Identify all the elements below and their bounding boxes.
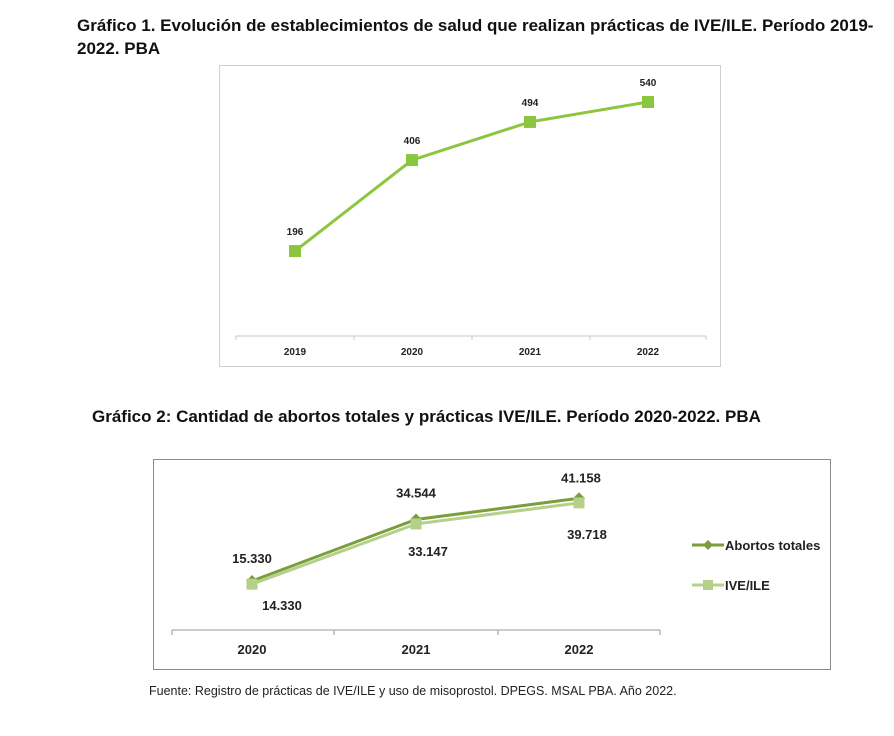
chart1-title: Gráfico 1. Evolución de establecimientos…	[77, 16, 874, 58]
chart1-x-tick-label: 2020	[401, 347, 424, 358]
chart2-abortos-data-label: 15.330	[232, 551, 272, 566]
chart2-ive-point	[573, 497, 585, 509]
chart2-x-tick-label: 2020	[238, 642, 267, 657]
chart1-data-label: 406	[404, 136, 421, 147]
legend-ive-marker	[703, 580, 713, 590]
chart1-data-label: 540	[640, 78, 657, 89]
chart2-abortos-data-label: 41.158	[561, 470, 601, 485]
chart1-point	[524, 115, 536, 128]
chart1-data-label: 494	[522, 98, 539, 109]
chart1-x-tick-label: 2021	[519, 347, 542, 358]
chart2-ive-point	[410, 518, 422, 530]
legend-abortos-label: Abortos totales	[725, 538, 820, 553]
source-note: Fuente: Registro de prácticas de IVE/ILE…	[149, 684, 677, 698]
chart1-data-label: 196	[287, 227, 304, 238]
chart1-svg: 196 406 494 540 2019 2020 2021 2022	[235, 78, 707, 358]
chart1-x-tick-label: 2019	[284, 347, 307, 358]
legend-abortos-marker	[703, 540, 713, 550]
chart1-frame: 196 406 494 540 2019 2020 2021 2022	[219, 65, 721, 367]
chart2-abortos-data-label: 34.544	[396, 485, 437, 500]
chart2-ive-data-label: 33.147	[408, 544, 448, 559]
chart2-x-tick-label: 2022	[565, 642, 594, 657]
chart2-x-tick-label: 2021	[402, 642, 431, 657]
chart2-svg: 15.330 34.544 41.158 14.330 33.147 39.718 2020…	[171, 470, 820, 657]
chart1-point	[406, 154, 418, 167]
chart2-ive-data-label: 39.718	[567, 527, 607, 542]
legend-ive-label: IVE/ILE	[725, 578, 770, 593]
chart1-point	[642, 96, 654, 108]
chart2-title: Gráfico 2: Cantidad de abortos totales y…	[92, 407, 761, 426]
chart1-x-tick-label: 2022	[637, 347, 660, 358]
chart2-frame: 15.330 34.544 41.158 14.330 33.147 39.718 2020…	[153, 459, 831, 670]
chart2-ive-point	[246, 578, 258, 590]
chart2-ive-data-label: 14.330	[262, 598, 302, 613]
chart1-series-line	[294, 100, 649, 253]
chart1-point	[289, 245, 301, 258]
